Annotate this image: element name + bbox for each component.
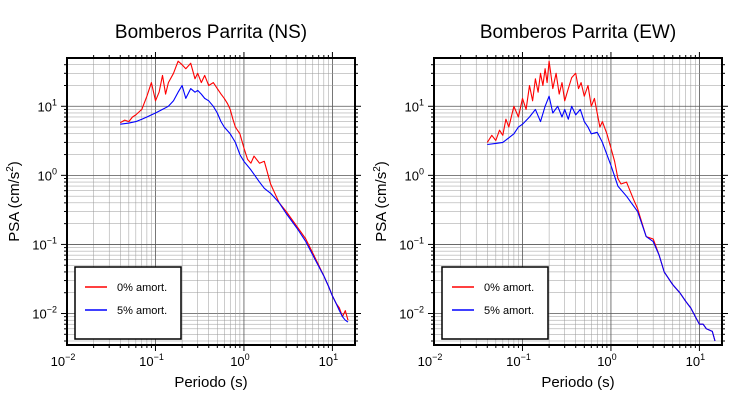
series-line-5pct	[120, 84, 349, 323]
legend-ew: 0% amort. 5% amort.	[441, 266, 549, 340]
y-tick-label: 101	[38, 97, 57, 114]
y-tick-label: 10−1	[32, 235, 57, 252]
tick-marks-ew	[428, 52, 728, 351]
y-tick-label: 10−2	[32, 305, 57, 322]
series-group-ns	[120, 60, 349, 323]
series-group-ew	[486, 60, 716, 342]
x-tick-label: 10−2	[51, 352, 76, 369]
chart-panel-ns: 10−2 10−1 100 101 10−2 10−1 100 101 Bomberos Par…	[5, 22, 361, 391]
legend-label: 5% amort.	[484, 305, 534, 317]
y-tick-label: 10−1	[399, 235, 424, 252]
series-line-5pct	[487, 95, 716, 342]
x-tick-label: 101	[319, 352, 338, 369]
legend-label: 0% amort.	[484, 282, 534, 294]
x-axis-label-ew: Periodo (s)	[541, 374, 614, 391]
x-tick-label: 10−1	[139, 352, 164, 369]
x-tick-label: 10−2	[418, 352, 443, 369]
y-tick-label: 100	[38, 166, 57, 183]
x-axis-label-ns: Periodo (s)	[174, 374, 247, 391]
y-axis-label-ns: PSA (cm/s2)	[5, 161, 23, 242]
legend-label: 0% amort.	[117, 282, 167, 294]
x-tick-label: 100	[230, 352, 249, 369]
legend-label: 5% amort.	[117, 305, 167, 317]
chart-panel-ew: 10−2 10−1 100 101 10−2 10−1 100 101 Bomberos Par…	[372, 22, 728, 391]
x-tick-label: 10−1	[506, 352, 531, 369]
y-axis-label-ew: PSA (cm/s2)	[372, 161, 390, 242]
legend-box	[74, 266, 182, 340]
y-tick-label: 100	[405, 166, 424, 183]
legend-box	[441, 266, 549, 340]
y-tick-label: 101	[405, 97, 424, 114]
legend-ns: 0% amort. 5% amort.	[74, 266, 182, 340]
tick-marks-ns	[61, 52, 361, 351]
y-tick-label: 10−2	[399, 305, 424, 322]
x-tick-label: 100	[597, 352, 616, 369]
series-line-0pct	[120, 60, 349, 321]
chart-title-ns: Bomberos Parrita (NS)	[115, 22, 307, 43]
plot-frame-ns	[66, 57, 356, 346]
grid-ew	[434, 58, 722, 345]
plot-frame-ew	[433, 57, 723, 346]
chart-title-ew: Bomberos Parrita (EW)	[480, 22, 676, 43]
x-tick-label: 101	[686, 352, 705, 369]
